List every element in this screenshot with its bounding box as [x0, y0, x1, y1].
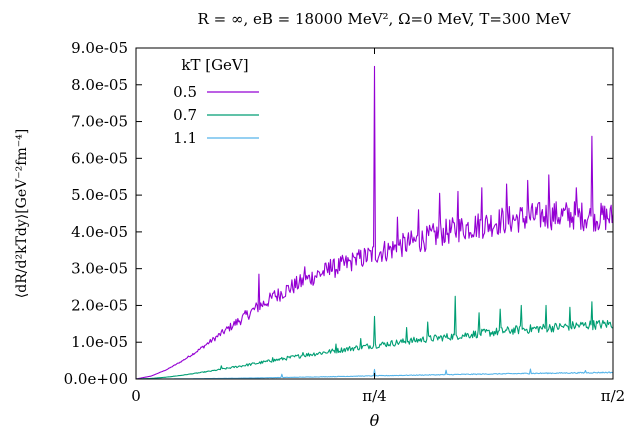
- y-tick-label: 0.0e+00: [64, 370, 128, 388]
- x-tick-label: π/4: [362, 387, 386, 405]
- legend-label-2: 0.7: [173, 106, 197, 124]
- y-tick-label: 6.0e-05: [71, 149, 128, 167]
- x-axis-label: θ: [370, 411, 380, 430]
- axis-ticks: 0.0e+00 1.0e-05 2.0e-05 3.0e-05 4.0e-05 5.0e-…: [64, 39, 626, 405]
- y-tick-label: 4.0e-05: [71, 223, 128, 241]
- y-tick-label: 7.0e-05: [71, 113, 128, 131]
- x-tick-label: π/2: [601, 387, 625, 405]
- y-axis-label: ⟨dR/d²kTdy⟩[GeV⁻²fm⁻⁴]: [14, 129, 30, 298]
- chart-title: R = ∞, eB = 18000 MeV², Ω=0 MeV, T=300 M…: [198, 10, 572, 28]
- plot-area: [135, 65, 614, 380]
- y-tick-label: 1.0e-05: [71, 333, 128, 351]
- series-line-1: [135, 65, 614, 380]
- y-tick-label: 5.0e-05: [71, 186, 128, 204]
- legend-title: kT [GeV]: [181, 56, 248, 74]
- legend: kT [GeV] 0.5 0.7 1.1: [173, 56, 259, 147]
- y-tick-label: 8.0e-05: [71, 76, 128, 94]
- series-line-3: [136, 368, 614, 380]
- legend-label-1: 0.5: [173, 83, 197, 101]
- y-tick-label: 9.0e-05: [71, 39, 128, 57]
- y-tick-label: 3.0e-05: [71, 260, 128, 278]
- y-tick-label: 2.0e-05: [71, 296, 128, 314]
- series-line-2: [135, 295, 614, 380]
- x-tick-label: 0: [131, 387, 141, 405]
- legend-label-3: 1.1: [173, 129, 197, 147]
